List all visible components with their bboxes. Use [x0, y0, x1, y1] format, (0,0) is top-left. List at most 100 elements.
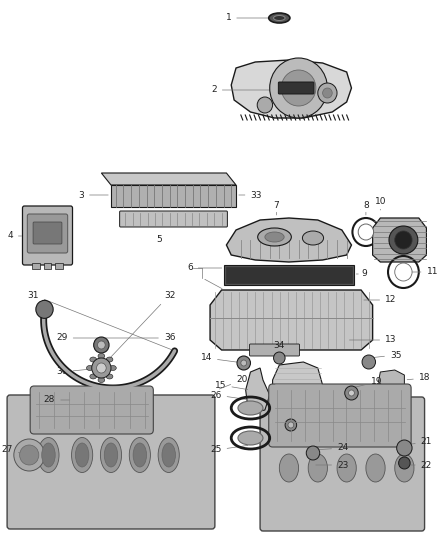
Circle shape [281, 70, 316, 106]
FancyBboxPatch shape [7, 395, 215, 529]
Text: 17: 17 [321, 385, 349, 394]
Text: 19: 19 [354, 377, 382, 387]
Text: 26: 26 [210, 391, 248, 400]
Ellipse shape [86, 366, 93, 370]
Circle shape [274, 352, 285, 364]
Circle shape [96, 363, 106, 373]
Text: 1: 1 [226, 13, 276, 22]
Circle shape [362, 355, 375, 369]
Polygon shape [246, 368, 270, 412]
Circle shape [399, 457, 410, 469]
Text: 4: 4 [7, 231, 21, 240]
Ellipse shape [90, 374, 96, 379]
Polygon shape [226, 218, 351, 262]
Text: 3: 3 [78, 190, 108, 199]
Circle shape [288, 422, 294, 428]
Ellipse shape [100, 438, 122, 472]
Ellipse shape [258, 228, 291, 246]
Circle shape [98, 341, 105, 349]
Text: 16: 16 [293, 421, 325, 430]
Text: 7: 7 [274, 200, 279, 215]
Circle shape [345, 386, 358, 400]
FancyBboxPatch shape [30, 386, 153, 434]
Circle shape [318, 83, 337, 103]
Ellipse shape [395, 454, 414, 482]
Text: 24: 24 [316, 443, 348, 453]
Ellipse shape [279, 454, 299, 482]
Circle shape [14, 439, 45, 471]
Text: 23: 23 [316, 461, 348, 470]
Circle shape [358, 224, 374, 240]
FancyBboxPatch shape [27, 214, 68, 253]
Text: 30: 30 [56, 367, 99, 376]
Circle shape [20, 445, 39, 465]
Text: 33: 33 [239, 190, 262, 199]
Circle shape [36, 301, 53, 318]
Ellipse shape [158, 438, 179, 472]
Text: 6: 6 [187, 263, 222, 272]
Polygon shape [378, 370, 404, 390]
Ellipse shape [269, 13, 290, 23]
Ellipse shape [106, 357, 113, 362]
Text: 20: 20 [219, 376, 247, 389]
Circle shape [323, 88, 332, 98]
Text: 10: 10 [374, 198, 386, 210]
Circle shape [306, 446, 320, 460]
FancyBboxPatch shape [55, 263, 63, 269]
Ellipse shape [389, 226, 418, 254]
Ellipse shape [98, 377, 105, 383]
Ellipse shape [38, 438, 59, 472]
Ellipse shape [395, 231, 412, 249]
Circle shape [397, 440, 412, 456]
FancyBboxPatch shape [250, 344, 300, 356]
Text: 18: 18 [407, 374, 430, 383]
Ellipse shape [42, 443, 55, 467]
FancyBboxPatch shape [33, 222, 62, 244]
Ellipse shape [98, 353, 105, 359]
Ellipse shape [90, 357, 96, 362]
Ellipse shape [106, 374, 113, 379]
Text: 31: 31 [27, 290, 172, 350]
Text: 35: 35 [371, 351, 402, 359]
Polygon shape [272, 362, 323, 420]
Circle shape [94, 337, 109, 353]
Text: 34: 34 [274, 341, 285, 355]
Ellipse shape [238, 401, 263, 415]
Ellipse shape [133, 443, 147, 467]
Text: 29: 29 [57, 334, 99, 343]
Text: 36: 36 [104, 334, 175, 343]
Text: 11: 11 [406, 268, 438, 277]
Text: 22: 22 [407, 461, 432, 470]
FancyBboxPatch shape [225, 265, 354, 285]
FancyBboxPatch shape [260, 397, 424, 531]
FancyBboxPatch shape [111, 185, 236, 207]
FancyBboxPatch shape [22, 206, 73, 265]
Ellipse shape [129, 438, 150, 472]
Ellipse shape [302, 231, 324, 245]
Text: 8: 8 [363, 200, 369, 215]
Circle shape [237, 356, 251, 370]
Ellipse shape [71, 438, 93, 472]
Text: 5: 5 [156, 236, 162, 245]
Text: 2: 2 [211, 85, 272, 94]
Text: 25: 25 [210, 446, 248, 455]
Polygon shape [210, 290, 373, 350]
Text: 12: 12 [364, 295, 396, 304]
Ellipse shape [308, 454, 328, 482]
FancyBboxPatch shape [32, 263, 40, 269]
Text: 9: 9 [356, 270, 367, 279]
Ellipse shape [265, 232, 284, 242]
Ellipse shape [366, 454, 385, 482]
Polygon shape [373, 218, 427, 262]
Ellipse shape [274, 15, 285, 20]
Ellipse shape [337, 454, 356, 482]
Ellipse shape [110, 366, 116, 370]
Text: 15: 15 [215, 381, 248, 390]
Text: 14: 14 [201, 353, 241, 362]
Ellipse shape [104, 443, 118, 467]
Circle shape [349, 390, 354, 396]
Polygon shape [101, 173, 236, 185]
Circle shape [257, 97, 272, 113]
Circle shape [395, 263, 412, 281]
Polygon shape [231, 60, 351, 118]
